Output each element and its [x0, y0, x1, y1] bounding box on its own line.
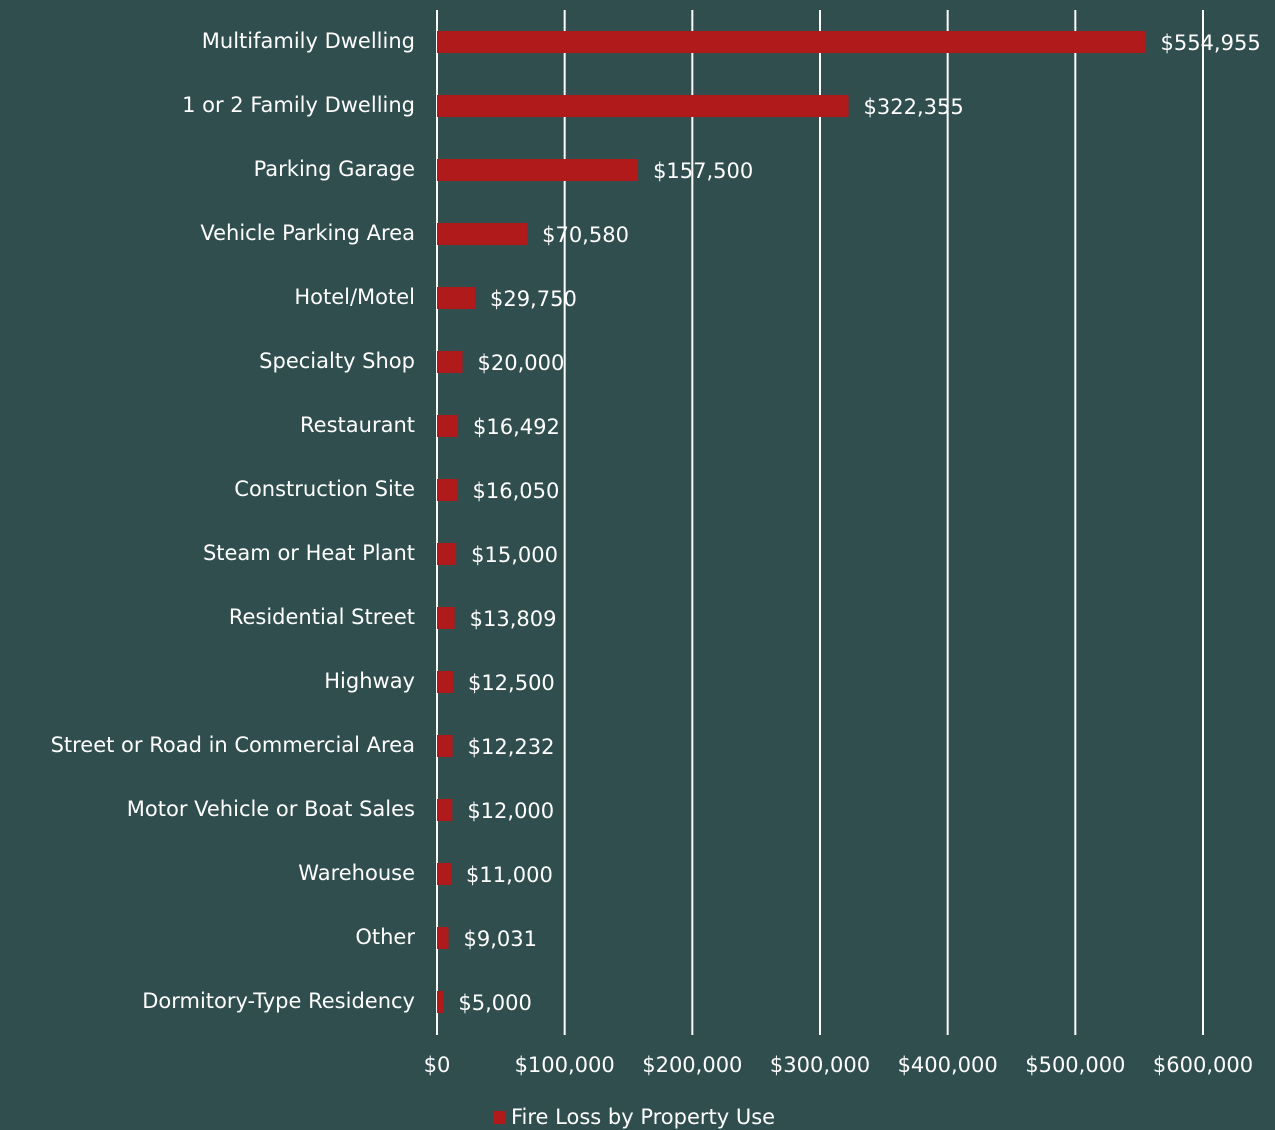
bar — [437, 351, 463, 373]
legend-label: Fire Loss by Property Use — [511, 1105, 775, 1129]
data-label: $29,750 — [490, 287, 577, 311]
data-label: $15,000 — [471, 543, 558, 567]
bar — [437, 95, 849, 117]
data-label: $5,000 — [458, 991, 531, 1015]
y-tick-label: Multifamily Dwelling — [202, 29, 415, 53]
y-tick-label: Motor Vehicle or Boat Sales — [127, 797, 415, 821]
y-tick-label: Dormitory-Type Residency — [142, 989, 415, 1013]
bar — [437, 799, 453, 821]
data-label: $16,050 — [472, 479, 559, 503]
y-tick-label: Highway — [324, 669, 415, 693]
data-label: $322,355 — [864, 95, 964, 119]
data-label: $13,809 — [470, 607, 557, 631]
x-tick-label: $300,000 — [770, 1053, 870, 1077]
data-label: $157,500 — [653, 159, 753, 183]
bar — [437, 415, 459, 437]
data-label: $12,500 — [468, 671, 555, 695]
y-tick-label: Restaurant — [300, 413, 415, 437]
y-tick-label: Construction Site — [234, 477, 415, 501]
y-tick-label: Other — [355, 925, 415, 949]
bar — [437, 607, 455, 629]
y-tick-label: Specialty Shop — [259, 349, 415, 373]
bar — [437, 735, 453, 757]
data-label: $16,492 — [473, 415, 560, 439]
y-tick-label: 1 or 2 Family Dwelling — [182, 93, 415, 117]
bar — [437, 991, 444, 1013]
data-label: $554,955 — [1160, 31, 1260, 55]
bar — [437, 479, 458, 501]
data-label: $12,000 — [467, 799, 554, 823]
x-tick-label: $100,000 — [515, 1053, 615, 1077]
y-tick-label: Hotel/Motel — [294, 285, 415, 309]
legend-swatch — [493, 1111, 506, 1124]
x-tick-label: $200,000 — [642, 1053, 742, 1077]
data-label: $11,000 — [466, 863, 553, 887]
data-label: $9,031 — [464, 927, 537, 951]
y-tick-label: Vehicle Parking Area — [200, 221, 415, 245]
x-tick-label: $0 — [424, 1053, 451, 1077]
y-tick-label: Steam or Heat Plant — [203, 541, 415, 565]
bar — [437, 671, 453, 693]
bar — [437, 159, 639, 181]
y-tick-label: Warehouse — [298, 861, 415, 885]
y-tick-label: Parking Garage — [254, 157, 415, 181]
data-label: $20,000 — [478, 351, 565, 375]
bar — [437, 927, 449, 949]
bar — [437, 287, 475, 309]
x-tick-label: $500,000 — [1025, 1053, 1125, 1077]
bar — [437, 223, 528, 245]
bar — [437, 543, 457, 565]
x-tick-label: $600,000 — [1153, 1053, 1253, 1077]
x-tick-label: $400,000 — [898, 1053, 998, 1077]
data-label: $70,580 — [542, 223, 629, 247]
y-tick-label: Residential Street — [229, 605, 415, 629]
y-tick-label: Street or Road in Commercial Area — [51, 733, 415, 757]
bar — [437, 31, 1146, 53]
data-label: $12,232 — [468, 735, 555, 759]
bar — [437, 863, 452, 885]
